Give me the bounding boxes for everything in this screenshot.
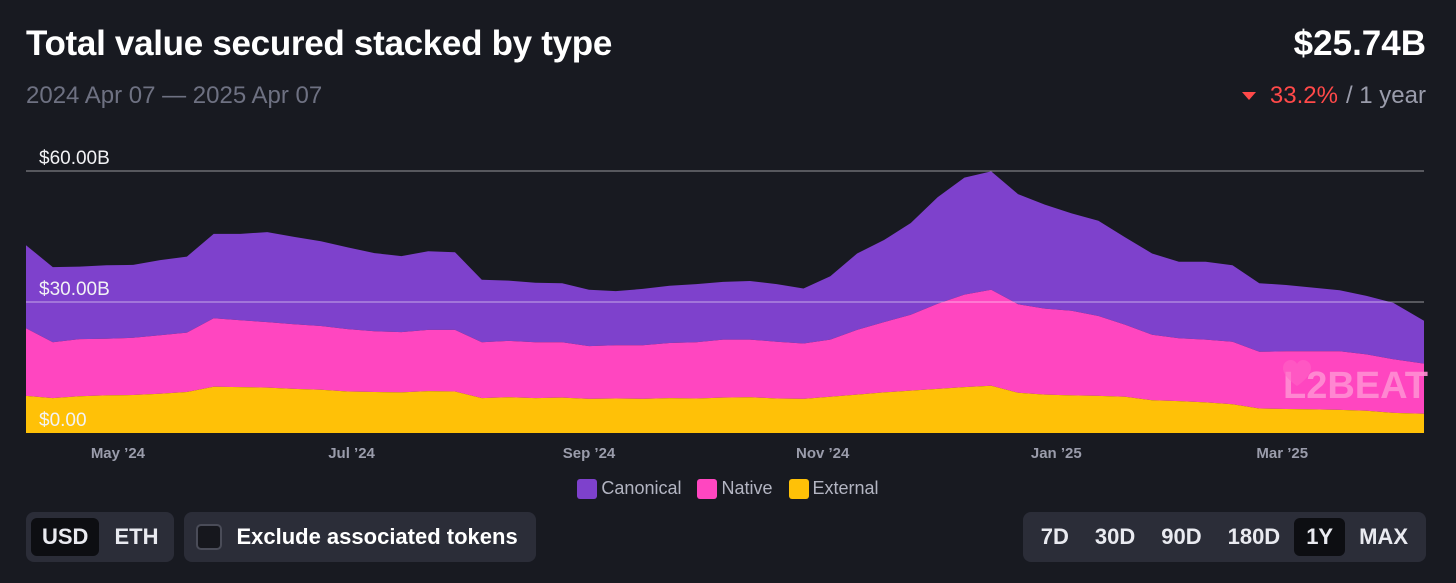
x-tick-label: Jan ’25 [1031,445,1082,462]
usd-option[interactable]: USD [31,518,100,556]
range-1y[interactable]: 1Y [1294,518,1346,556]
time-range-selector: 7D 30D 90D 180D 1Y MAX [1022,512,1426,562]
range-90d[interactable]: 90D [1161,524,1202,549]
checkbox-box[interactable] [196,524,223,550]
chart-title: Total value secured stacked by type [26,24,613,63]
x-tick-label: May ’24 [91,445,146,462]
change-percent: 33.2% [1269,82,1338,109]
x-tick-label: Jul ’24 [328,445,375,462]
date-range: 2024 Apr 07 — 2025 Apr 07 [26,82,323,109]
legend-item-canonical[interactable]: Canonical [577,478,681,499]
change-period: / 1 year [1345,82,1426,109]
x-tick-label: Mar ’25 [1256,445,1308,462]
chart-controls: USD ETH Exclude associated tokens [26,512,536,562]
eth-option[interactable]: ETH [114,524,159,549]
down-triangle-icon [1241,92,1256,100]
y-tick-label: $60.00B [39,148,110,169]
area-external [26,385,1424,433]
area-native [26,289,1424,414]
legend-swatch [577,478,598,499]
x-tick-label: Nov ’24 [796,445,850,462]
range-30d[interactable]: 30D [1094,524,1136,549]
heart-icon [1283,360,1311,386]
change-indicator: 33.2% / 1 year [1241,82,1426,110]
range-max[interactable]: MAX [1359,524,1408,549]
currency-toggle: USD ETH [26,512,175,562]
chart-legend: Canonical Native External [0,478,1456,499]
y-tick-label: $0.00 [39,410,87,431]
legend-swatch [788,478,809,499]
total-value: $25.74B [1293,24,1426,63]
exclude-associated-tokens-checkbox[interactable]: Exclude associated tokens [184,512,536,562]
legend-swatch [697,478,718,499]
y-tick-label: $30.00B [39,279,110,300]
legend-item-external[interactable]: External [788,478,879,499]
legend-item-native[interactable]: Native [697,478,773,499]
range-7d[interactable]: 7D [1040,524,1069,549]
area-canonical [26,171,1424,364]
checkbox-label: Exclude associated tokens [236,524,518,549]
legend-label: External [812,478,879,498]
l2beat-logo [1282,357,1412,409]
legend-label: Canonical [601,478,682,498]
range-180d[interactable]: 180D [1227,524,1281,549]
legend-label: Native [721,478,773,498]
x-tick-label: Sep ’24 [563,445,616,462]
